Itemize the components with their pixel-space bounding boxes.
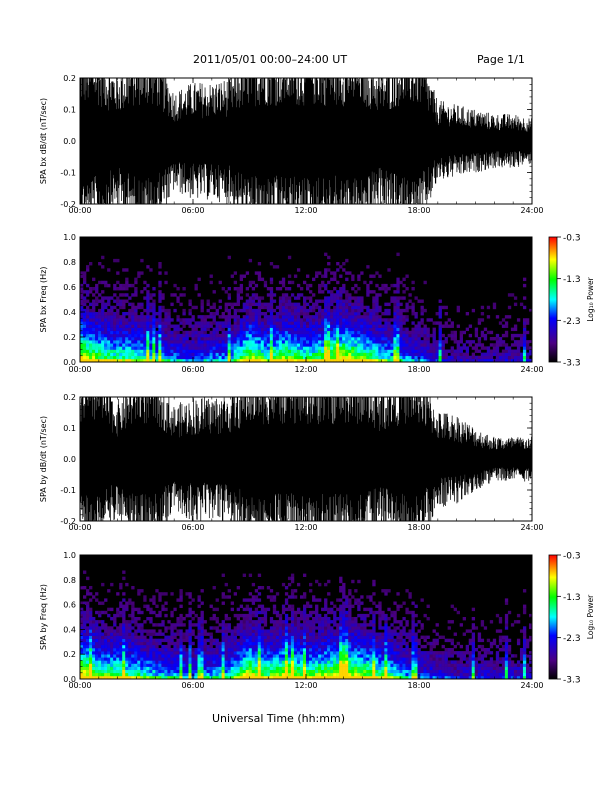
y-tick-label: 0.0 — [63, 137, 76, 146]
signal-trace — [80, 397, 532, 521]
colorbar-tick-label: -1.3 — [563, 275, 581, 285]
y-tick-label: 0.4 — [63, 308, 76, 317]
x-tick-label: 12:00 — [294, 365, 317, 374]
x-tick-label: 12:00 — [294, 523, 317, 532]
x-tick-label: 12:00 — [294, 681, 317, 690]
y-axis-label: SPA by Freq (Hz) — [39, 584, 48, 650]
y-tick-label: 1.0 — [63, 551, 76, 560]
x-tick-label: 06:00 — [181, 365, 204, 374]
y-tick-label: 0.2 — [63, 650, 76, 659]
x-tick-label: 06:00 — [181, 681, 204, 690]
y-tick-label: 0.0 — [63, 675, 76, 684]
x-tick-label: 12:00 — [294, 206, 317, 215]
y-tick-label: 0.2 — [63, 393, 76, 402]
y-tick-label: 0.8 — [63, 576, 76, 585]
x-tick-label: 24:00 — [520, 523, 543, 532]
y-tick-label: -0.1 — [60, 169, 76, 178]
x-tick-label: 24:00 — [520, 681, 543, 690]
y-axis-label: SPA bx dB/dt (nT/sec) — [39, 98, 48, 184]
colorbar-tick-label: -3.3 — [563, 359, 581, 369]
spectrogram-cells — [80, 252, 533, 363]
page-indicator: Page 1/1 — [477, 53, 525, 66]
x-tick-label: 00:00 — [68, 681, 91, 690]
y-tick-label: 0.2 — [63, 74, 76, 83]
colorbar-gradient — [548, 236, 558, 363]
y-tick-label: -0.1 — [60, 486, 76, 495]
colorbar-tick-label: -3.3 — [563, 676, 581, 686]
panel-bx_spectrogram: -0.3 -1.3 -2.3 -3.3 Log₁₀ Power 0.0 0.2 0.4 0.6 0… — [39, 233, 595, 374]
y-tick-label: 1.0 — [63, 233, 76, 242]
y-tick-label: 0.0 — [63, 455, 76, 464]
colorbar-tick-label: -0.3 — [563, 234, 581, 244]
x-tick-label: 18:00 — [407, 365, 430, 374]
colorbar-tick-label: -0.3 — [563, 552, 581, 562]
y-tick-label: 0.4 — [63, 625, 76, 634]
y-axis-label: SPA bx Freq (Hz) — [39, 267, 48, 333]
colorbar-tick-label: -2.3 — [563, 634, 581, 644]
x-tick-label: 00:00 — [68, 365, 91, 374]
colorbar: -0.3 -1.3 -2.3 -3.3 Log₁₀ Power — [548, 234, 595, 369]
colorbar-label: Log₁₀ Power — [586, 276, 595, 321]
x-tick-label: 00:00 — [68, 523, 91, 532]
x-tick-label: 24:00 — [520, 206, 543, 215]
x-tick-label: 06:00 — [181, 523, 204, 532]
colorbar-gradient — [548, 554, 558, 680]
x-tick-label: 24:00 — [520, 365, 543, 374]
y-tick-label: 0.1 — [63, 424, 76, 433]
x-tick-label: 00:00 — [68, 206, 91, 215]
y-tick-label: -0.2 — [60, 200, 76, 209]
y-tick-label: 0.6 — [63, 283, 76, 292]
y-tick-label: 0.2 — [63, 333, 76, 342]
signal-trace — [80, 78, 532, 204]
spectrogram-cells — [80, 570, 533, 680]
x-axis-label: Universal Time (hh:mm) — [212, 712, 345, 725]
x-tick-label: 18:00 — [407, 523, 430, 532]
y-tick-label: 0.1 — [63, 106, 76, 115]
panel-by_spectrogram: -0.3 -1.3 -2.3 -3.3 Log₁₀ Power 0.0 0.2 0.4 0.6 0… — [39, 551, 595, 690]
plot-title: 2011/05/01 00:00–24:00 UT — [193, 53, 348, 66]
colorbar: -0.3 -1.3 -2.3 -3.3 Log₁₀ Power — [548, 552, 595, 686]
colorbar-label: Log₁₀ Power — [586, 594, 595, 639]
y-tick-label: -0.2 — [60, 517, 76, 526]
colorbar-tick-label: -1.3 — [563, 593, 581, 603]
x-tick-label: 18:00 — [407, 206, 430, 215]
y-tick-label: 0.8 — [63, 258, 76, 267]
y-tick-label: 0.0 — [63, 358, 76, 367]
x-tick-label: 18:00 — [407, 681, 430, 690]
y-tick-label: 0.6 — [63, 601, 76, 610]
panel-by_dbdt: -0.2 -0.1 0.0 0.1 0.2 00:00 06:00 12:00 18:00 24:… — [39, 393, 544, 532]
panel-bx_dbdt: -0.2 -0.1 0.0 0.1 0.2 00:00 06:00 12:00 18:00 24:… — [39, 74, 544, 215]
colorbar-tick-label: -2.3 — [563, 317, 581, 327]
x-tick-label: 06:00 — [181, 206, 204, 215]
y-axis-label: SPA by dB/dt (nT/sec) — [39, 416, 48, 502]
